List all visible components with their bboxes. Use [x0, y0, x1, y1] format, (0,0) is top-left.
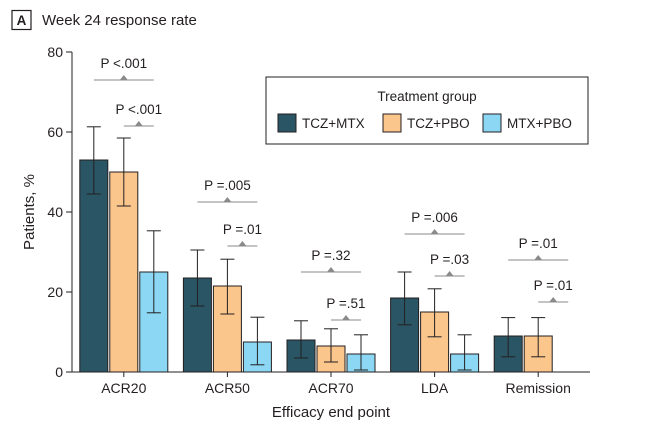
- legend-swatch: [277, 113, 297, 133]
- comparison-bracket: P =.32: [301, 248, 361, 273]
- comparison-bracket: P =.006: [404, 210, 465, 235]
- p-value-label: P =.32: [311, 248, 350, 263]
- comparison-bracket: P =.01: [223, 222, 262, 247]
- y-ticks: 0 20 40 60 80: [47, 44, 72, 380]
- legend-item: TCZ+PBO: [382, 113, 470, 133]
- p-value-label: P =.01: [534, 278, 573, 293]
- panel-letter-box: [11, 9, 32, 31]
- comparisons: P <.001 P <.001 P =.005 P =.01 P =.32 P =.51 P…: [93, 56, 573, 321]
- p-value-label: P =.01: [223, 222, 262, 237]
- comparison-bracket: P =.03: [430, 252, 469, 277]
- legend-label: TCZ+PBO: [407, 116, 470, 131]
- comparison-marker: [223, 197, 232, 202]
- error-bar: [220, 258, 235, 315]
- comparison-bracket: P =.51: [326, 296, 366, 321]
- x-tick-label: LDA: [421, 380, 449, 396]
- error-bar: [397, 271, 412, 326]
- comparison-bracket: P =.01: [508, 236, 569, 261]
- panel-letter: A: [17, 13, 27, 28]
- error-bar: [116, 137, 131, 207]
- error-bar: [427, 288, 442, 338]
- comparison-marker: [342, 315, 350, 320]
- x-axis-title: Efficacy end point: [272, 404, 391, 421]
- x-tick-label: Remission: [506, 380, 571, 396]
- comparison-bracket: P <.001: [115, 102, 162, 127]
- error-bar: [190, 249, 205, 307]
- error-bar: [457, 334, 472, 371]
- comparison-bracket: P =.005: [197, 178, 258, 203]
- comparison-marker: [238, 241, 247, 246]
- x-tick-label: ACR70: [308, 380, 353, 396]
- y-tick-label: 0: [55, 364, 63, 380]
- x-tick-labels: ACR20 ACR50 ACR70 LDA Remission: [101, 372, 571, 396]
- panel-header: A Week 24 response rate: [11, 9, 197, 31]
- error-bars: [86, 126, 546, 371]
- error-bar: [531, 317, 546, 358]
- comparison-marker: [534, 255, 543, 260]
- legend-items: TCZ+MTX TCZ+PBO MTX+PBO: [277, 113, 572, 133]
- y-tick-label: 20: [47, 284, 63, 300]
- legend-item: MTX+PBO: [482, 113, 572, 133]
- error-bar: [86, 126, 101, 195]
- p-value-label: P =.006: [411, 210, 458, 225]
- error-bar: [146, 230, 161, 314]
- x-tick-label: ACR20: [101, 380, 146, 396]
- panel-title: Week 24 response rate: [42, 12, 197, 29]
- legend-swatch: [482, 113, 502, 133]
- error-bar: [250, 316, 265, 366]
- legend-item: TCZ+MTX: [277, 113, 365, 133]
- p-value-label: P =.03: [430, 252, 469, 267]
- legend: Treatment group TCZ+MTX TCZ+PBO MTX+PBO: [265, 76, 589, 145]
- comparison-marker: [549, 297, 558, 302]
- p-value-label: P =.51: [326, 296, 365, 311]
- legend-title: Treatment group: [377, 89, 476, 104]
- y-tick-label: 80: [47, 44, 63, 60]
- error-bar: [501, 317, 516, 358]
- y-tick-label: 60: [47, 124, 63, 140]
- legend-label: MTX+PBO: [507, 116, 572, 131]
- legend-label: TCZ+MTX: [302, 116, 365, 131]
- comparison-marker: [327, 267, 335, 272]
- comparison-marker: [119, 75, 128, 80]
- p-value-label: P <.001: [115, 102, 162, 117]
- y-tick-label: 40: [47, 204, 63, 220]
- bars: [79, 159, 553, 373]
- comparison-marker: [134, 121, 143, 126]
- p-value-label: P =.005: [204, 178, 251, 193]
- bar-tcz-mtx-acr20: [79, 159, 109, 373]
- p-value-label: P <.001: [100, 56, 147, 71]
- legend-swatch: [382, 113, 402, 133]
- error-bar: [294, 320, 308, 359]
- comparison-marker: [445, 271, 454, 276]
- y-axis-title: Patients, %: [21, 174, 38, 250]
- error-bar: [324, 328, 338, 363]
- comparison-marker: [430, 229, 439, 234]
- p-value-label: P =.01: [519, 236, 558, 251]
- comparison-bracket: P <.001: [93, 56, 154, 81]
- comparison-bracket: P =.01: [534, 278, 573, 303]
- error-bar: [354, 334, 368, 371]
- x-tick-label: ACR50: [205, 380, 250, 396]
- legend-box: [265, 76, 589, 145]
